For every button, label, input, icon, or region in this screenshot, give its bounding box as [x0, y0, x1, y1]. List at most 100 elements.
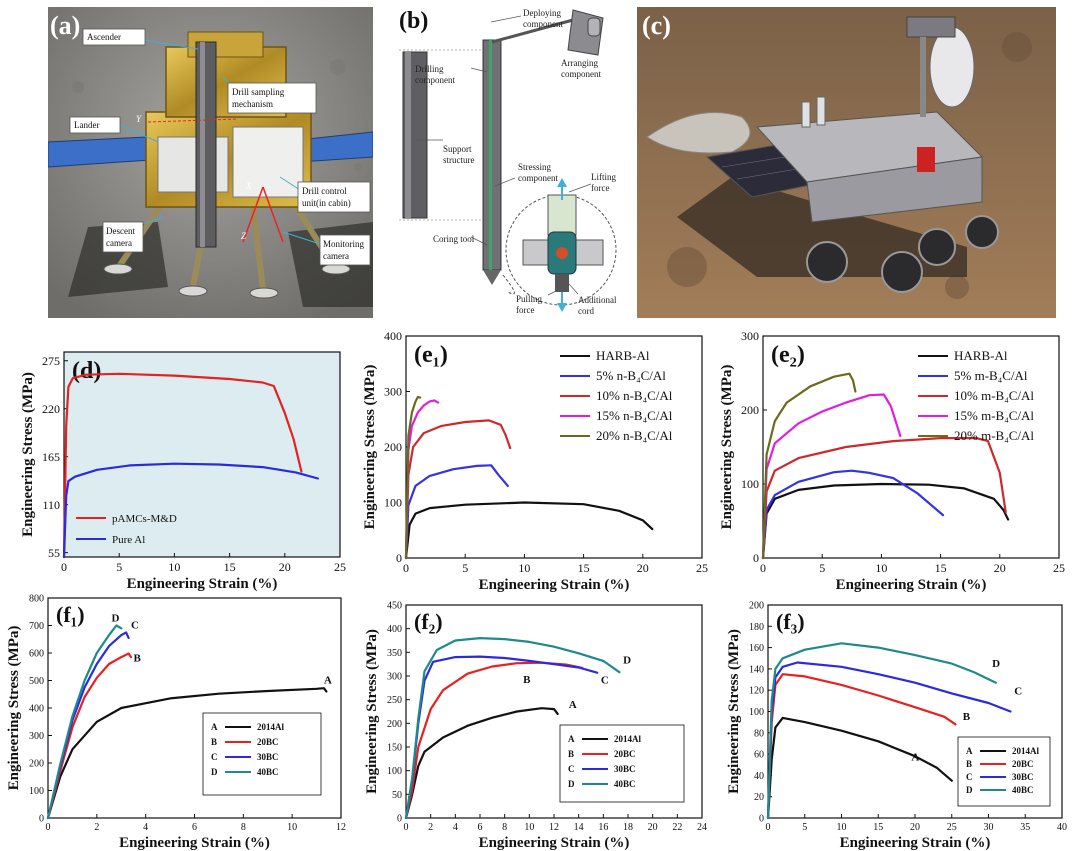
x-tick-label: 5: [462, 561, 468, 575]
x-tick-label: 10: [837, 822, 847, 833]
lander-illustration: Ascender Drill sampling mechanism Lander …: [48, 7, 373, 318]
x-axis-title: Engineering Strain (%): [479, 577, 630, 593]
legend-entry: 20BC: [1012, 759, 1034, 769]
y-axis-title: Engineering Stress (MPa): [364, 629, 380, 794]
callout-pulling-force: Pulling force: [516, 294, 543, 315]
x-tick-label: 16: [598, 822, 608, 833]
panel-f3-label: (f₃): [776, 609, 805, 634]
panel-e1-label: (e₁): [414, 342, 448, 368]
callout-coring-tool: Coring tool: [433, 234, 475, 244]
x-axis-title: Engineering Strain (%): [479, 835, 630, 851]
x-tick-label: 10: [524, 822, 534, 833]
legend-entry: 5% n-B₄C/Al: [596, 368, 666, 383]
x-tick-label: 20: [637, 561, 649, 575]
panel-b-drill-schematic: Deploying component Arranging component Dr…: [383, 0, 628, 323]
x-tick-label: 20: [910, 822, 920, 833]
x-tick-label: 2: [428, 822, 433, 833]
x-tick-label: 15: [873, 822, 883, 833]
legend-entry: 10% n-B₄C/Al: [596, 388, 673, 403]
y-tick-label: 400: [387, 624, 402, 635]
series-line: [46, 652, 133, 820]
y-tick-label: 300: [29, 731, 44, 742]
x-tick-label: 4: [143, 822, 148, 833]
legend-entry: 20BC: [257, 737, 279, 747]
legend-key: B: [966, 759, 972, 769]
curve-annotation: B: [523, 674, 531, 686]
y-axis-title: Engineering Stress (MPa): [719, 365, 735, 530]
x-tick-label: 25: [334, 560, 346, 574]
series-line: [62, 462, 319, 559]
y-tick-label: 100: [29, 786, 44, 797]
x-tick-label: 20: [994, 561, 1006, 575]
x-tick-label: 6: [478, 822, 483, 833]
x-tick-label: 6: [192, 822, 197, 833]
axis-mark-x: X: [245, 181, 252, 191]
x-tick-label: 10: [518, 561, 530, 575]
legend-entry: pAMCs-M&D: [112, 513, 177, 525]
x-tick-label: 10: [287, 822, 297, 833]
y-tick-label: 120: [749, 686, 764, 697]
y-tick-label: 250: [387, 695, 402, 706]
legend-entry: 15% m-B₄C/Al: [954, 408, 1034, 423]
legend-key: D: [568, 779, 575, 789]
chart-e2: 0 5 10 15 20 25 0 100 200 300 Engineering Strain (…: [719, 329, 1065, 593]
legend-key: B: [568, 749, 574, 759]
chart-f1: 0 2 4 6 8 10 12 0 100 200 300 400 500 600 700 800 Engine…: [6, 594, 346, 851]
callout-monitoring-camera: Monitoring camera: [323, 239, 365, 261]
x-tick-label: 14: [574, 822, 584, 833]
legend-entry: 2014Al: [1012, 746, 1039, 756]
y-tick-label: 400: [29, 704, 44, 715]
callout-support: Support structure: [443, 144, 475, 165]
y-tick-label: 0: [759, 814, 764, 825]
x-tick-label: 8: [502, 822, 507, 833]
callout-stressing: Stressing component: [518, 162, 558, 183]
y-tick-label: 275: [42, 354, 60, 368]
x-tick-label: 0: [46, 822, 51, 833]
y-tick-label: 300: [741, 329, 759, 343]
panel-e2-label: (e₂): [771, 342, 805, 368]
legend-frame: [559, 724, 685, 803]
chart-e1: 0 5 10 15 20 25 0 100 200 300 400 Engineering Strai…: [362, 329, 708, 593]
x-tick-label: 12: [336, 822, 346, 833]
y-tick-label: 0: [39, 814, 44, 825]
x-tick-label: 10: [168, 560, 180, 574]
x-tick-label: 15: [935, 561, 947, 575]
legend-entry: 30BC: [257, 752, 279, 762]
x-tick-label: 22: [672, 822, 682, 833]
y-tick-label: 165: [42, 450, 60, 464]
legend-key: C: [211, 752, 218, 762]
curve-annotation: C: [601, 675, 609, 687]
x-tick-label: 40: [1057, 822, 1067, 833]
legend-entry: 40BC: [614, 779, 636, 789]
callout-lifting-force: Lifting force: [591, 172, 616, 193]
panel-d-label: (d): [72, 358, 101, 384]
curve-annotation: D: [992, 658, 1000, 670]
callout-drilling: Drilling component: [415, 64, 455, 85]
callout-descent-camera: Descent camera: [106, 226, 135, 248]
x-tick-label: 12: [549, 822, 559, 833]
x-tick-label: 5: [116, 560, 122, 574]
x-tick-label: 0: [61, 560, 67, 574]
series-line: [404, 396, 422, 560]
y-tick-label: 0: [753, 551, 759, 565]
x-tick-label: 24: [697, 822, 707, 833]
y-tick-label: 55: [48, 546, 60, 560]
legend: pAMCs-M&D Pure Al: [76, 513, 177, 546]
plot-area: [762, 335, 1060, 559]
x-tick-label: 2: [94, 822, 99, 833]
series-line: [404, 419, 512, 560]
y-tick-label: 0: [397, 814, 402, 825]
legend-frame: [202, 712, 322, 796]
chart-f2: 0 2 4 6 8 10 12 14 16 18 20 22 240501001502002503003…: [364, 601, 707, 851]
y-tick-label: 40: [754, 771, 764, 782]
legend-entry: 2014Al: [614, 734, 641, 744]
legend-key: D: [966, 785, 973, 795]
y-tick-label: 100: [741, 477, 759, 491]
y-axis-title: Engineering Stress (MPa): [362, 365, 378, 530]
legend: HARB-Al 5% m-B₄C/Al 10% m-B₄C/Al 15% m-B₄C/…: [918, 348, 1034, 443]
series-line: [404, 501, 654, 560]
x-tick-label: 5: [802, 822, 807, 833]
y-tick-label: 200: [749, 601, 764, 612]
legend-entry: 40BC: [1012, 785, 1034, 795]
axis-mark-z: Z: [241, 231, 247, 241]
